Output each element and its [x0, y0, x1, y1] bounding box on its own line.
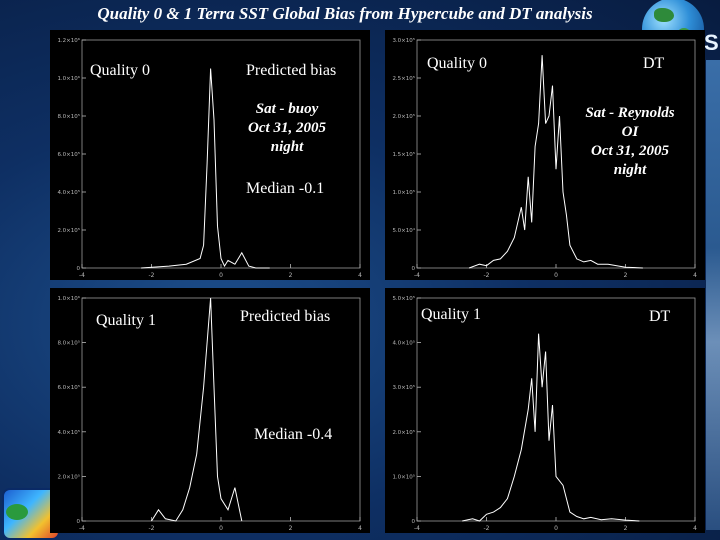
y-tick-label: 1.5×10⁵ — [392, 151, 415, 158]
logo-letter: S — [704, 30, 719, 55]
annotation: Sat - buoy Oct 31, 2005 night — [226, 100, 348, 157]
x-tick-label: 0 — [219, 272, 223, 279]
x-tick-label: -2 — [484, 272, 490, 279]
median-label: Median -0.4 — [254, 426, 333, 443]
side-image-strip — [706, 60, 720, 530]
globe-land-shape — [654, 8, 674, 22]
method-label: Predicted bias — [240, 308, 331, 325]
method-label: DT — [643, 55, 665, 72]
y-tick-label: 4.0×10⁵ — [392, 340, 415, 347]
seal-continent-shape — [6, 504, 28, 520]
quality-label: Quality 0 — [90, 62, 150, 79]
annotation-line: night — [613, 162, 647, 178]
histogram-panel-quality1-predicted: -4 -2 0 2 4 0 2.0×10⁵ 4.0×10⁵ 6.0×10⁵ 8.0×10⁵ 1.0×… — [50, 288, 370, 533]
x-tick-label: 0 — [219, 525, 223, 532]
annotation-line: Oct 31, 2005 — [248, 120, 326, 136]
annotation-line: Sat - buoy — [255, 101, 319, 117]
y-tick-label: 2.0×10⁵ — [392, 113, 415, 120]
x-tick-label: -2 — [149, 272, 155, 279]
annotation-line: Oct 31, 2005 — [591, 143, 669, 159]
y-tick-label: 2.0×10⁵ — [57, 473, 80, 480]
histogram-chart: -4 -2 0 2 4 0 2.0×10⁵ 4.0×10⁵ 6.0×10⁵ 8.0×10⁵ 1.0×… — [57, 295, 362, 532]
x-tick-label: 4 — [358, 525, 362, 532]
y-tick-label: 6.0×10⁵ — [57, 384, 80, 391]
y-tick-label: 8.0×10⁵ — [57, 113, 80, 120]
annotation-line: Sat - Reynolds — [585, 105, 675, 121]
y-tick-label: 2.0×10⁵ — [57, 227, 80, 234]
histogram-series-line — [141, 68, 270, 269]
histogram-panel-quality1-dt: -4 -2 0 2 4 0 1.0×10⁵ 2.0×10⁵ 3.0×10⁵ 4.0×10⁵ 5.0×… — [385, 288, 705, 533]
histogram-panel-quality0-predicted: -4 -2 0 2 4 0 2.0×10⁵ 4.0×10⁵ 6.0×10⁵ 8.0×10⁵ 1.0×… — [50, 30, 370, 280]
x-tick-label: 2 — [289, 525, 293, 532]
x-tick-label: -4 — [414, 525, 420, 532]
y-tick-label: 4.0×10⁵ — [57, 189, 80, 196]
x-tick-label: 2 — [624, 525, 628, 532]
histogram-chart: -4 -2 0 2 4 0 5.0×10⁴ 1.0×10⁵ 1.5×10⁵ 2.0×10⁵ 2.5×… — [392, 37, 697, 279]
x-tick-label: 2 — [289, 272, 293, 279]
x-tick-label: -4 — [414, 272, 420, 279]
slide-title: Quality 0 & 1 Terra SST Global Bias from… — [97, 4, 593, 23]
annotation: Sat - Reynolds OI Oct 31, 2005 night — [569, 104, 691, 180]
x-tick-label: 4 — [358, 272, 362, 279]
histogram-series-line — [462, 333, 640, 522]
method-label: DT — [649, 308, 671, 325]
y-tick-label: 5.0×10⁴ — [392, 227, 415, 234]
y-tick-label: 1.0×10⁶ — [57, 295, 80, 302]
annotation-line: night — [270, 139, 304, 155]
y-tick-label: 1.2×10⁶ — [57, 37, 80, 44]
y-tick-label: 6.0×10⁵ — [57, 151, 80, 158]
histogram-series-line — [151, 297, 243, 522]
median-label: Median -0.1 — [246, 180, 325, 197]
y-tick-label: 1.0×10⁵ — [392, 473, 415, 480]
y-tick-label: 0 — [77, 266, 81, 272]
y-tick-label: 3.0×10⁵ — [392, 37, 415, 44]
x-tick-label: -4 — [79, 525, 85, 532]
y-tick-label: 2.5×10⁵ — [392, 75, 415, 82]
histogram-series-line — [468, 55, 643, 269]
histogram-chart: -4 -2 0 2 4 0 2.0×10⁵ 4.0×10⁵ 6.0×10⁵ 8.0×10⁵ 1.0×… — [57, 37, 362, 279]
x-tick-label: 0 — [554, 525, 558, 532]
y-tick-label: 0 — [412, 519, 416, 525]
y-tick-label: 5.0×10⁵ — [392, 295, 415, 302]
y-tick-label: 0 — [412, 266, 416, 272]
x-tick-label: -4 — [79, 272, 85, 279]
plot-frame — [81, 297, 361, 522]
annotation-line: OI — [621, 124, 639, 140]
plot-frame — [416, 297, 696, 522]
x-tick-label: 0 — [554, 272, 558, 279]
y-tick-label: 8.0×10⁵ — [57, 340, 80, 347]
y-tick-label: 0 — [77, 519, 81, 525]
y-tick-label: 3.0×10⁵ — [392, 384, 415, 391]
x-tick-label: 4 — [693, 525, 697, 532]
y-tick-label: 1.0×10⁶ — [57, 75, 80, 82]
histogram-chart: -4 -2 0 2 4 0 1.0×10⁵ 2.0×10⁵ 3.0×10⁵ 4.0×10⁵ 5.0×… — [392, 295, 697, 532]
x-tick-label: 2 — [624, 272, 628, 279]
method-label: Predicted bias — [246, 62, 337, 79]
x-tick-label: -2 — [149, 525, 155, 532]
quality-label: Quality 0 — [427, 55, 487, 72]
x-tick-label: -2 — [484, 525, 490, 532]
y-tick-label: 4.0×10⁵ — [57, 429, 80, 436]
quality-label: Quality 1 — [96, 312, 156, 329]
y-tick-label: 2.0×10⁵ — [392, 429, 415, 436]
quality-label: Quality 1 — [421, 306, 481, 323]
x-tick-label: 4 — [693, 272, 697, 279]
y-tick-label: 1.0×10⁵ — [392, 189, 415, 196]
histogram-panel-quality0-dt: -4 -2 0 2 4 0 5.0×10⁴ 1.0×10⁵ 1.5×10⁵ 2.0×10⁵ 2.5×… — [385, 30, 705, 280]
